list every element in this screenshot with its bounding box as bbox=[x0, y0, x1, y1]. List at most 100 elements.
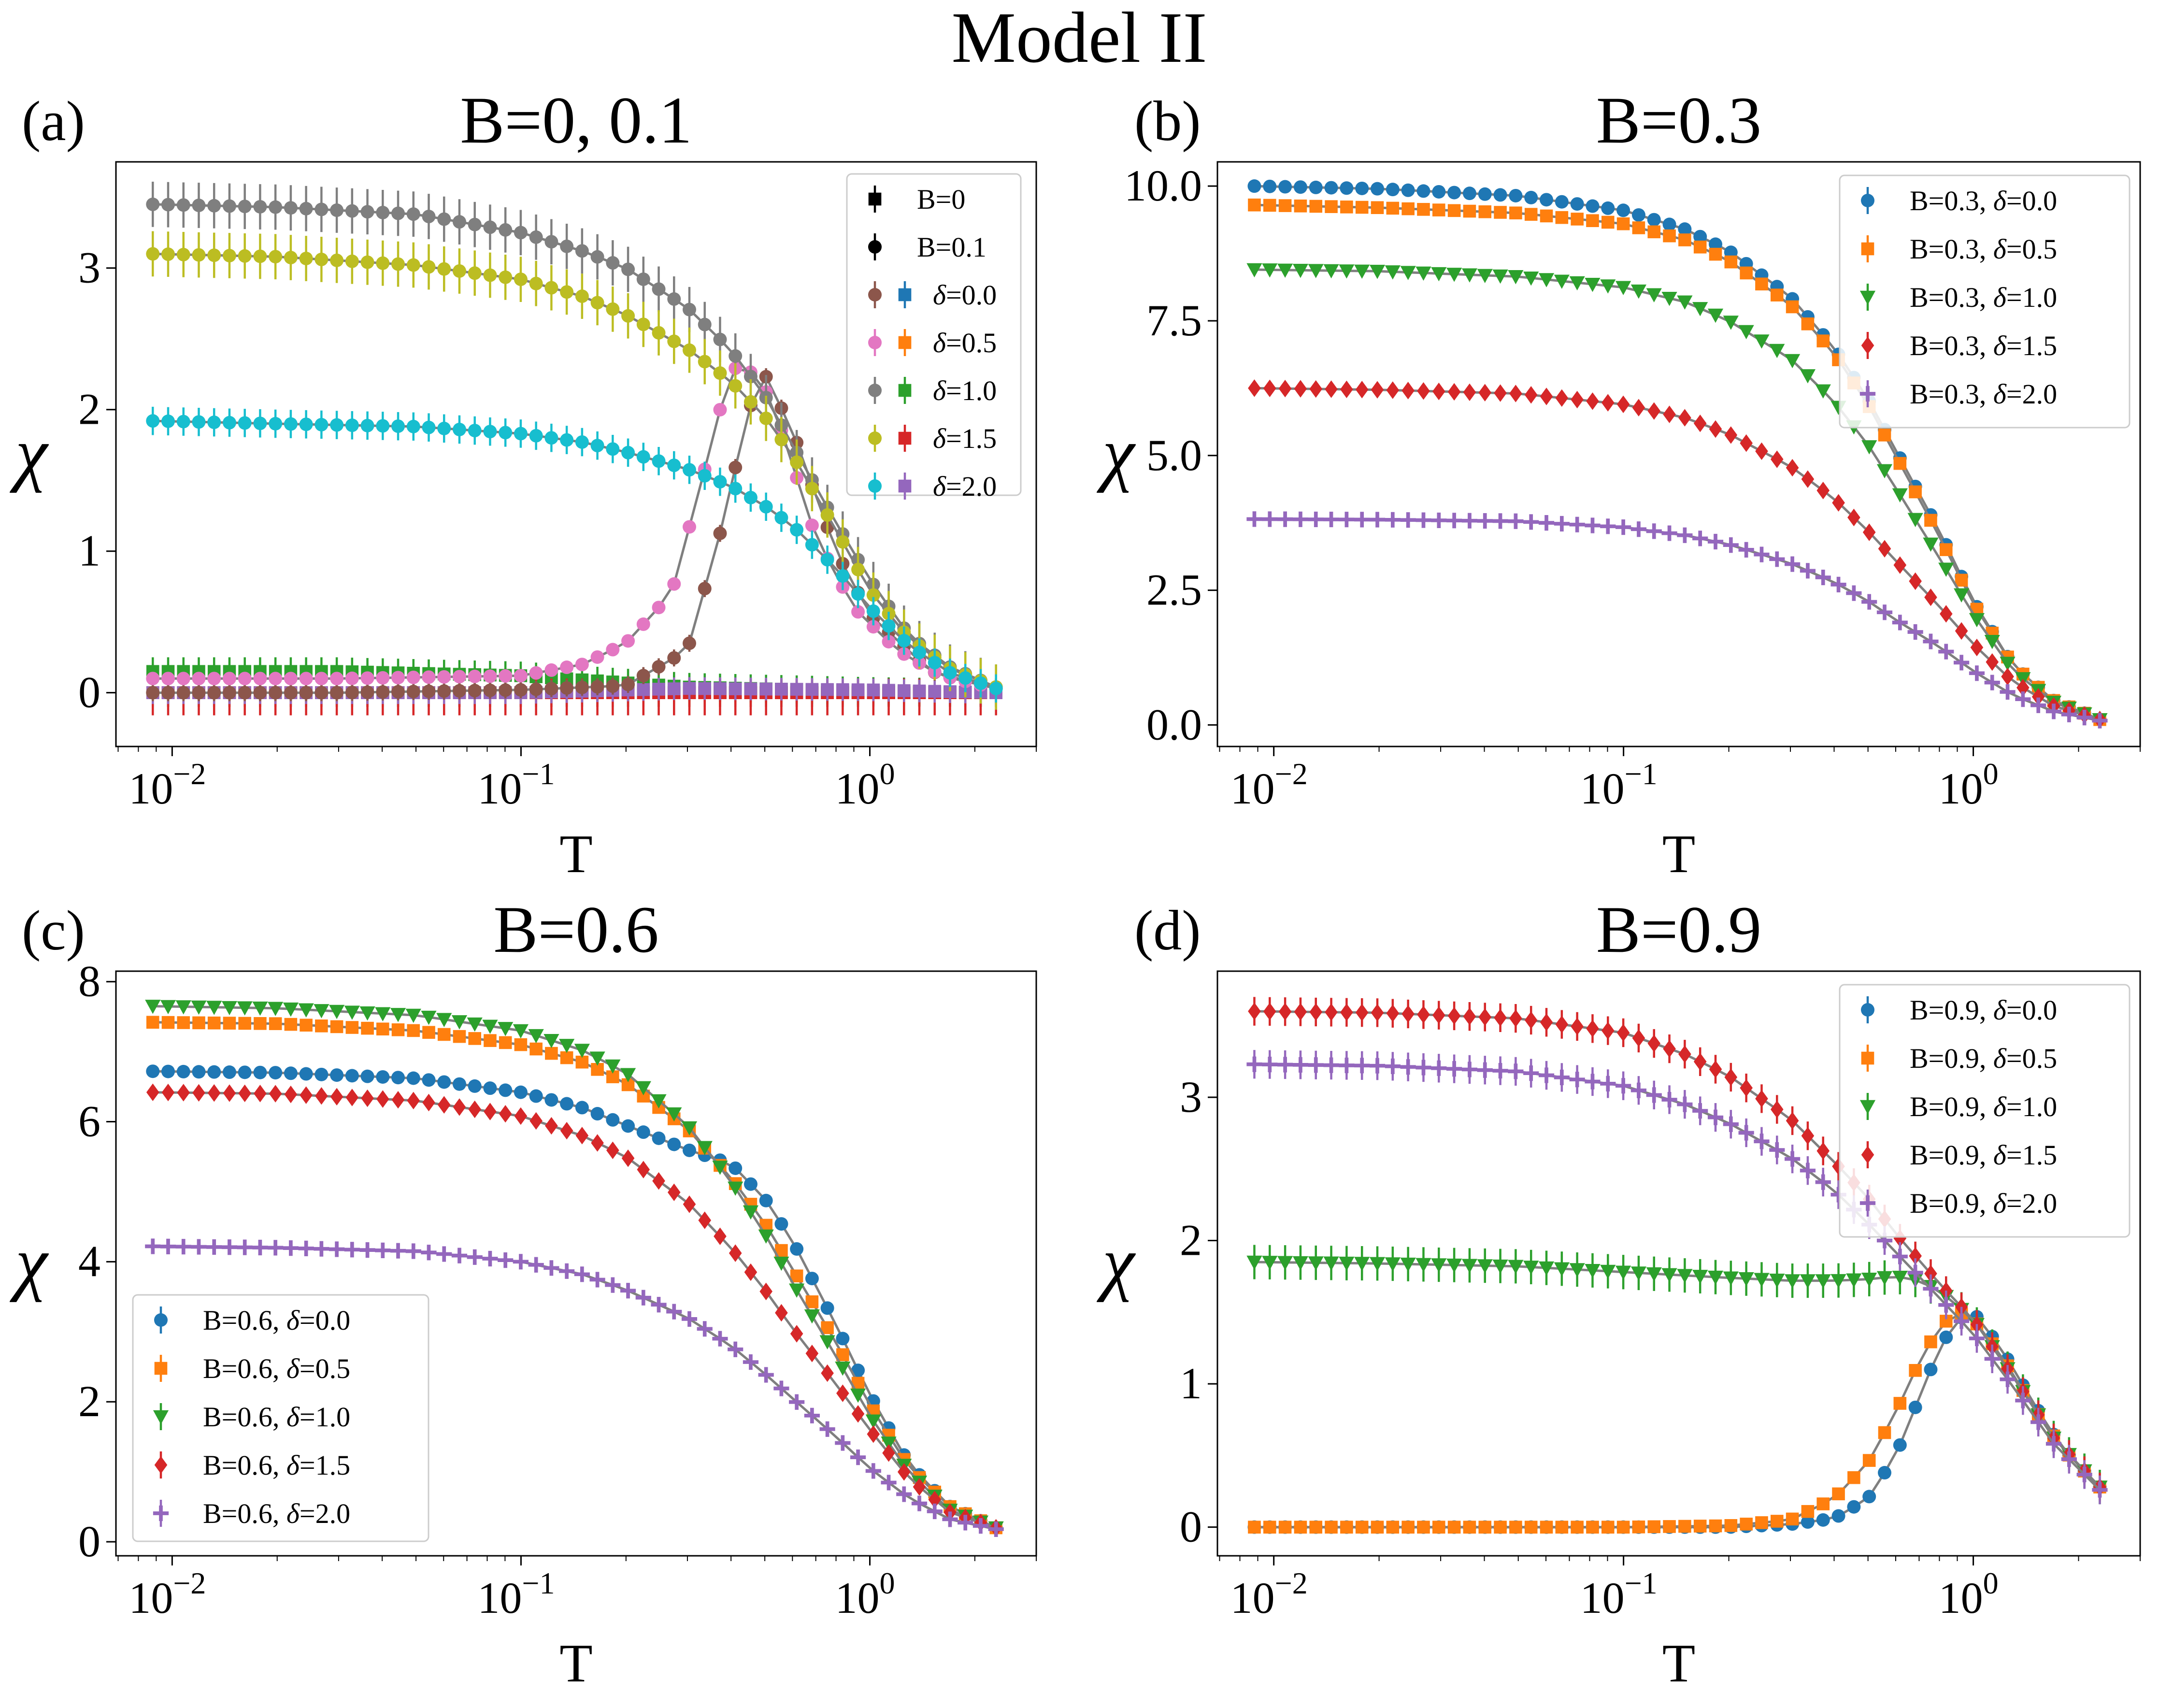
legend-entry: B=0.6, δ=1.0 bbox=[153, 1401, 350, 1433]
x-axis-label: T bbox=[559, 1634, 592, 1694]
data-point bbox=[698, 355, 712, 369]
data-point bbox=[1724, 1068, 1738, 1086]
panel-label: (c) bbox=[22, 899, 85, 962]
data-point bbox=[451, 1015, 468, 1030]
data-point bbox=[1585, 517, 1601, 533]
data-point bbox=[1416, 266, 1431, 281]
data-point bbox=[543, 1260, 559, 1276]
data-point bbox=[451, 1248, 468, 1263]
data-point bbox=[819, 1421, 835, 1437]
data-point bbox=[1355, 381, 1369, 399]
data-point bbox=[1939, 543, 1953, 556]
data-point bbox=[1325, 380, 1338, 398]
data-point bbox=[591, 1134, 604, 1152]
data-point bbox=[1523, 1261, 1539, 1275]
data-point bbox=[544, 281, 558, 295]
data-point bbox=[851, 587, 865, 601]
data-point bbox=[1663, 1520, 1676, 1533]
data-point bbox=[344, 1242, 360, 1258]
data-point bbox=[1600, 279, 1616, 294]
data-point bbox=[1862, 1490, 1876, 1504]
series-B=0.6, δ=0.0 bbox=[146, 1064, 1003, 1535]
data-point bbox=[513, 1254, 529, 1270]
data-point bbox=[222, 686, 236, 700]
data-point bbox=[1477, 513, 1493, 529]
data-point bbox=[881, 1436, 897, 1451]
data-point bbox=[529, 1089, 543, 1103]
data-point bbox=[145, 1000, 161, 1014]
data-point bbox=[1755, 1516, 1768, 1529]
data-point bbox=[1861, 1273, 1877, 1287]
data-point bbox=[1815, 1174, 1831, 1190]
data-point bbox=[146, 672, 160, 686]
data-point bbox=[391, 1023, 405, 1036]
data-point bbox=[422, 1093, 435, 1112]
data-point bbox=[697, 1141, 713, 1155]
plot-area bbox=[1246, 997, 2108, 1534]
legend-entry: B=0.3, δ=0.5 bbox=[1861, 233, 2057, 265]
data-point bbox=[1586, 1521, 1599, 1534]
data-point bbox=[192, 1065, 206, 1079]
data-point bbox=[1678, 409, 1691, 427]
data-point bbox=[191, 1239, 207, 1255]
data-point bbox=[192, 672, 206, 686]
data-point bbox=[1893, 1229, 1907, 1248]
data-point bbox=[177, 1084, 190, 1102]
data-point bbox=[636, 450, 650, 464]
data-point bbox=[1646, 523, 1662, 539]
data-point bbox=[284, 1085, 298, 1104]
data-point bbox=[1707, 308, 1724, 323]
data-point bbox=[468, 266, 482, 280]
data-point bbox=[329, 1005, 345, 1019]
data-point bbox=[1630, 521, 1647, 537]
legend-entry: B=0.6, δ=0.0 bbox=[154, 1305, 350, 1336]
data-point bbox=[513, 1024, 529, 1039]
data-point bbox=[483, 683, 497, 697]
data-point bbox=[743, 1354, 759, 1370]
legend-entry: δ=1.5 bbox=[868, 423, 997, 454]
data-point bbox=[1463, 1521, 1476, 1534]
legend-label-part: B=0.3, bbox=[1910, 185, 1993, 216]
legend-frame bbox=[132, 1294, 429, 1542]
data-point bbox=[1847, 1500, 1861, 1514]
data-point bbox=[514, 226, 528, 240]
legend-label-part: =0.5 bbox=[2006, 1043, 2057, 1074]
data-point bbox=[1755, 442, 1768, 460]
data-point bbox=[514, 1038, 528, 1051]
data-point bbox=[652, 601, 666, 615]
data-point bbox=[1909, 485, 1922, 499]
data-point bbox=[896, 1486, 912, 1502]
data-point bbox=[437, 684, 451, 698]
data-point bbox=[560, 681, 574, 695]
data-point bbox=[928, 1491, 942, 1508]
legend-label-delta: δ bbox=[1993, 994, 2007, 1026]
legend-label-delta: δ bbox=[1993, 1188, 2007, 1219]
data-point bbox=[437, 212, 451, 226]
data-point bbox=[499, 1105, 512, 1123]
x-tick-label: 10−2 bbox=[129, 757, 206, 813]
legend-entry: B=0.6, δ=1.5 bbox=[154, 1450, 350, 1481]
legend-label: B=0 bbox=[917, 184, 965, 215]
series-B=0.3, δ=1.0 bbox=[1246, 263, 2108, 728]
data-point bbox=[973, 676, 987, 690]
data-point bbox=[1494, 1521, 1507, 1534]
data-point bbox=[1586, 214, 1599, 227]
data-point bbox=[283, 1240, 299, 1256]
data-point bbox=[1969, 1330, 1985, 1347]
x-tick-label: 10−2 bbox=[129, 1566, 206, 1622]
data-point bbox=[1461, 513, 1478, 529]
data-point bbox=[1508, 513, 1524, 529]
legend-marker bbox=[868, 384, 882, 397]
figure-title: Model II bbox=[951, 0, 1207, 78]
data-point bbox=[437, 1075, 451, 1089]
data-point bbox=[452, 264, 466, 278]
data-point bbox=[330, 1088, 343, 1106]
data-point bbox=[176, 672, 190, 686]
data-point bbox=[499, 1036, 512, 1049]
data-point bbox=[1893, 457, 1907, 470]
data-point bbox=[421, 1245, 437, 1261]
data-point bbox=[1815, 1274, 1831, 1289]
data-point bbox=[1909, 572, 1922, 590]
data-point bbox=[972, 1518, 989, 1534]
data-point bbox=[1540, 1521, 1553, 1534]
